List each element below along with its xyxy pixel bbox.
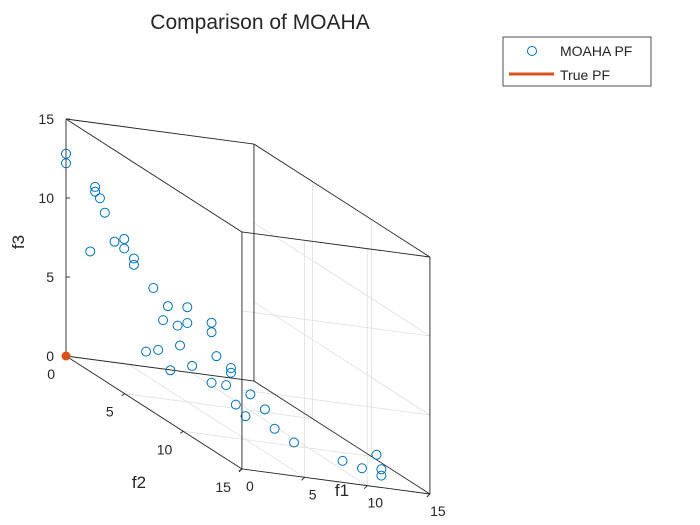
moaha-pf-point — [90, 186, 101, 197]
gridline-z-back — [253, 301, 431, 416]
moaha-pf-point — [206, 317, 217, 328]
moaha-pf-point — [221, 380, 232, 391]
y-tick-label: 10 — [157, 441, 173, 457]
moaha-pf-point — [61, 158, 71, 169]
y-tick — [238, 468, 243, 472]
moaha-pf-point — [141, 346, 152, 357]
moaha-pf-point — [245, 389, 256, 400]
y-tick-label: 5 — [106, 404, 114, 420]
y-axis-label: f2 — [132, 473, 146, 492]
moaha-pf-point — [376, 464, 387, 475]
moaha-pf-point — [90, 181, 101, 192]
moaha-pf-point — [99, 207, 110, 218]
moaha-pf-point — [269, 423, 280, 434]
moaha-pf-point — [259, 404, 270, 415]
moaha-pf-point — [289, 437, 300, 448]
moaha-pf-point — [371, 449, 382, 460]
moaha-pf-point — [128, 253, 139, 264]
moaha-pf-point — [225, 363, 236, 373]
x-tick-label: 10 — [367, 495, 383, 511]
axes-box — [65, 118, 431, 495]
moaha-pf-point — [206, 327, 217, 338]
gridline-x-floor — [128, 364, 305, 478]
z-tick-label: 10 — [38, 190, 54, 206]
moaha-pf-point — [119, 243, 130, 254]
moaha-pf-point — [109, 236, 120, 247]
data-layer — [61, 148, 387, 481]
moaha-pf-point — [182, 318, 193, 328]
moaha-pf-point — [162, 301, 173, 312]
moaha-pf-point — [182, 302, 193, 313]
z-axis-label: f3 — [9, 235, 28, 249]
z-tick-label: 15 — [38, 111, 54, 127]
moaha-pf-point — [165, 365, 176, 376]
moaha-pf-point — [211, 351, 222, 362]
moaha-pf-point — [85, 246, 96, 257]
legend-label-moaha: MOAHA PF — [560, 43, 632, 59]
box-edge — [241, 231, 430, 258]
box-edge — [65, 355, 255, 382]
x-tick — [301, 476, 305, 481]
legend-marker-moaha — [527, 46, 537, 56]
gridline-z-back — [253, 222, 431, 337]
z-tick-label: 0 — [46, 348, 54, 364]
y-tick-label: 0 — [47, 366, 55, 382]
gridline-y-floor — [124, 393, 313, 420]
moaha-pf-point — [94, 193, 105, 204]
x-axis-label: f1 — [335, 481, 349, 500]
box-edge — [65, 118, 255, 145]
moaha-pf-point — [356, 463, 367, 474]
x-tick-label: 0 — [246, 478, 254, 494]
z-tick-label: 5 — [46, 269, 54, 285]
gridline-z-back — [241, 310, 430, 337]
moaha-pf-point — [119, 234, 130, 245]
x-tick — [426, 493, 431, 498]
box-edge — [253, 380, 431, 495]
moaha-pf-point — [225, 367, 236, 378]
moaha-pf-point — [148, 283, 159, 293]
box-edge — [65, 355, 243, 470]
moaha-pf-point — [172, 320, 183, 331]
box-edge — [253, 143, 431, 258]
moaha-pf-point — [240, 411, 251, 422]
y-tick — [180, 430, 184, 434]
moaha-pf-point — [206, 377, 217, 388]
legend-box — [502, 36, 652, 87]
legend-label-true-pf: True PF — [560, 67, 610, 83]
x-tick-label: 15 — [430, 503, 446, 519]
moaha-pf-point — [230, 399, 241, 410]
gridline-z-back — [241, 389, 430, 416]
box-edge — [241, 468, 430, 495]
moaha-pf-point — [153, 344, 164, 355]
moaha-pf-point — [187, 360, 198, 371]
moaha-pf-point — [175, 340, 186, 351]
gridline-y-floor — [183, 430, 372, 457]
x-tick-label: 5 — [309, 486, 317, 502]
box-edge — [65, 118, 243, 233]
moaha-pf-point — [337, 455, 348, 466]
moaha-pf-point — [376, 470, 387, 481]
x-tick — [363, 485, 368, 489]
moaha-pf-point — [128, 259, 139, 270]
y-tick — [121, 393, 125, 397]
moaha-pf-point — [158, 315, 169, 326]
tick-labels: 0 5 10 15 0 5 10 15 0 5 10 15 — [38, 111, 445, 519]
true-pf-point — [61, 351, 71, 361]
y-tick-label: 15 — [215, 479, 231, 495]
chart-title: Comparison of MOAHA — [150, 11, 369, 34]
legend: MOAHA PF True PF — [502, 36, 652, 87]
